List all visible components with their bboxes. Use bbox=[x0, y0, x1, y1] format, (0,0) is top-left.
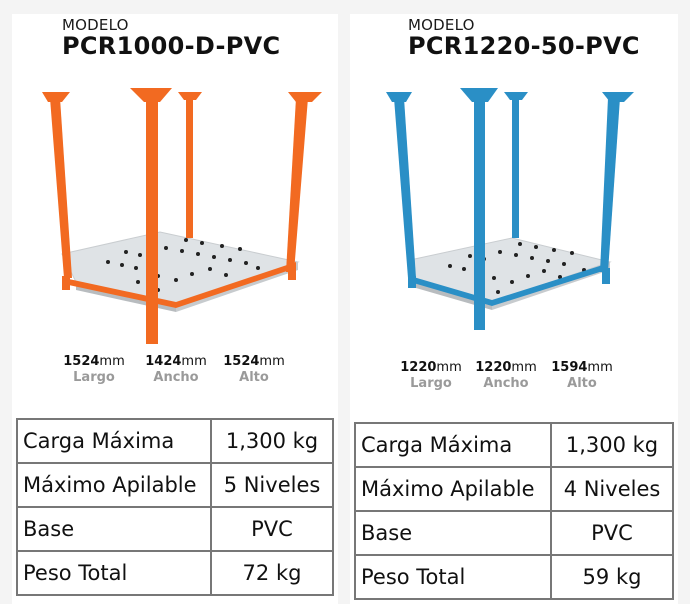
table-row: Máximo Apilable 4 Niveles bbox=[354, 466, 674, 512]
rack-image bbox=[386, 88, 634, 330]
dimension-ancho: 1424mm Ancho bbox=[136, 354, 216, 385]
spec-value: PVC bbox=[550, 510, 674, 556]
spec-key: Peso Total bbox=[354, 554, 552, 600]
table-row: Peso Total 72 kg bbox=[16, 550, 334, 596]
dimension-label: Alto bbox=[567, 376, 597, 391]
dimension-alto: 1594mm Alto bbox=[550, 360, 614, 391]
model-name: PCR1220-50-PVC bbox=[408, 32, 640, 60]
dimension-value: 1524 bbox=[223, 354, 260, 369]
rack-drawing bbox=[386, 88, 634, 330]
dimension-label: Largo bbox=[410, 376, 452, 391]
dimension-value: 1424 bbox=[145, 354, 182, 369]
table-row: Peso Total 59 kg bbox=[354, 554, 674, 600]
dimension-largo: 1524mm Largo bbox=[60, 354, 128, 385]
spec-value: 59 kg bbox=[550, 554, 674, 600]
dimension-unit: mm bbox=[99, 354, 125, 369]
dimension-unit: mm bbox=[436, 360, 462, 375]
dimensions-row: 1524mm Largo 1424mm Ancho 1524mm Alto bbox=[60, 354, 290, 385]
spec-key: Máximo Apilable bbox=[354, 466, 552, 512]
spec-value: 1,300 kg bbox=[210, 418, 334, 464]
modelo-label: MODELO bbox=[408, 16, 475, 34]
spec-key: Máximo Apilable bbox=[16, 462, 212, 508]
model-name: PCR1000-D-PVC bbox=[62, 32, 281, 60]
dimension-label: Alto bbox=[239, 370, 269, 385]
spec-value: 4 Niveles bbox=[550, 466, 674, 512]
table-row: Carga Máxima 1,300 kg bbox=[354, 422, 674, 468]
dimension-label: Ancho bbox=[483, 376, 529, 391]
spec-key: Carga Máxima bbox=[354, 422, 552, 468]
dimension-value: 1220 bbox=[475, 360, 512, 375]
dimension-unit: mm bbox=[181, 354, 207, 369]
spec-value: 1,300 kg bbox=[550, 422, 674, 468]
spec-key: Carga Máxima bbox=[16, 418, 212, 464]
specs-table: Carga Máxima 1,300 kg Máximo Apilable 5 Ni… bbox=[16, 418, 334, 596]
dimension-unit: mm bbox=[259, 354, 285, 369]
rack-drawing bbox=[42, 88, 322, 344]
dimension-value: 1594 bbox=[551, 360, 588, 375]
modelo-label: MODELO bbox=[62, 16, 129, 34]
spec-key: Base bbox=[16, 506, 212, 552]
spec-value: PVC bbox=[210, 506, 334, 552]
dimension-unit: mm bbox=[511, 360, 537, 375]
dimension-largo: 1220mm Largo bbox=[400, 360, 462, 391]
table-row: Máximo Apilable 5 Niveles bbox=[16, 462, 334, 508]
dimension-ancho: 1220mm Ancho bbox=[474, 360, 538, 391]
table-row: Carga Máxima 1,300 kg bbox=[16, 418, 334, 464]
dimension-alto: 1524mm Alto bbox=[218, 354, 290, 385]
spec-key: Peso Total bbox=[16, 550, 212, 596]
rack-image bbox=[42, 88, 322, 344]
dimension-value: 1220 bbox=[400, 360, 437, 375]
dimension-label: Ancho bbox=[153, 370, 199, 385]
spec-value: 5 Niveles bbox=[210, 462, 334, 508]
product-card-1: MODELO PCR1000-D-PVC bbox=[12, 14, 338, 604]
dimension-label: Largo bbox=[73, 370, 115, 385]
spec-key: Base bbox=[354, 510, 552, 556]
product-card-2: MODELO PCR1220-50-PVC bbox=[350, 14, 678, 604]
spec-value: 72 kg bbox=[210, 550, 334, 596]
dimension-unit: mm bbox=[587, 360, 613, 375]
specs-table: Carga Máxima 1,300 kg Máximo Apilable 4 Ni… bbox=[354, 422, 674, 600]
table-row: Base PVC bbox=[354, 510, 674, 556]
table-row: Base PVC bbox=[16, 506, 334, 552]
dimension-value: 1524 bbox=[63, 354, 100, 369]
dimensions-row: 1220mm Largo 1220mm Ancho 1594mm Alto bbox=[400, 360, 614, 391]
